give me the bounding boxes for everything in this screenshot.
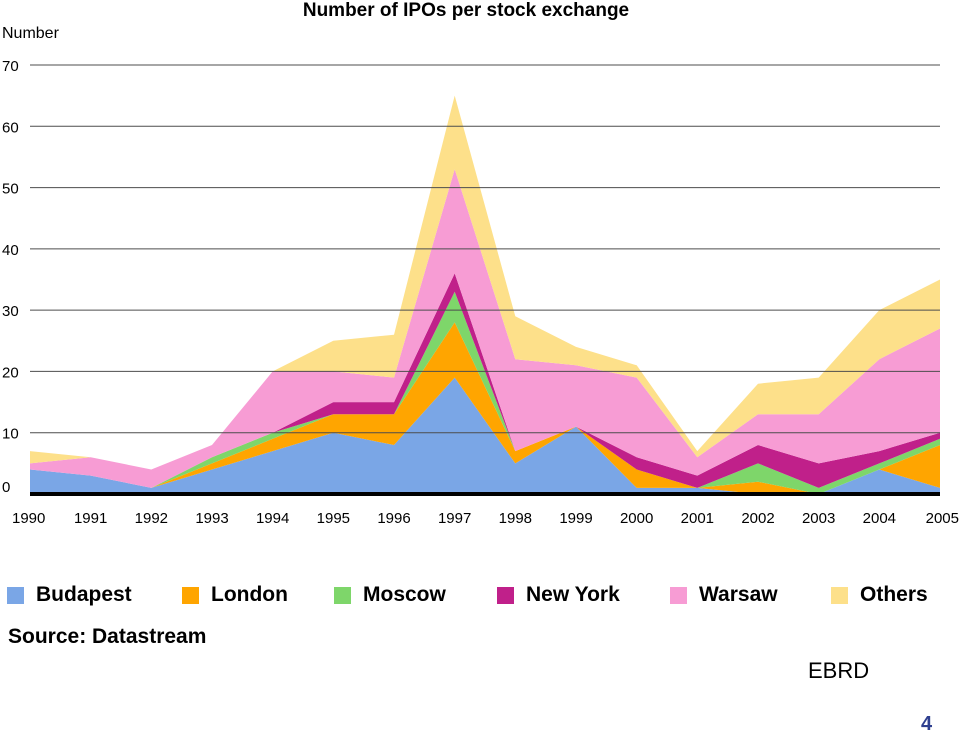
source-note: Source: Datastream	[8, 625, 207, 648]
legend-label: Moscow	[363, 583, 446, 606]
x-tick-label: 1994	[256, 510, 289, 527]
y-tick-label: 60	[2, 119, 19, 136]
x-tick-label: 1999	[559, 510, 592, 527]
legend-label: Others	[860, 583, 928, 606]
legend-label: London	[211, 583, 288, 606]
x-tick-label: 2000	[620, 510, 653, 527]
y-axis-label: Number	[2, 25, 59, 42]
x-tick-label: 1993	[195, 510, 228, 527]
area-moscow	[30, 291, 940, 494]
x-tick-label: 1996	[377, 510, 410, 527]
y-tick-label: 10	[2, 426, 19, 443]
x-tick-label: 1992	[135, 510, 168, 527]
legend-swatch	[334, 586, 351, 604]
x-tick-label: 1991	[74, 510, 107, 527]
y-tick-label: 20	[2, 364, 19, 381]
area-series-group	[30, 95, 940, 494]
legend-item-london: London	[182, 580, 288, 610]
chart-title: Number of IPOs per stock exchange	[302, 0, 630, 21]
legend-item-budapest: Budapest	[7, 580, 132, 610]
area-new-york	[30, 273, 940, 488]
legend-swatch	[831, 586, 848, 604]
page-number: 4	[921, 713, 933, 735]
legend-label: New York	[526, 583, 620, 606]
area-warsaw	[30, 169, 940, 488]
x-tick-label: 2003	[802, 510, 835, 527]
legend: Budapest London Moscow New York Warsaw Others	[0, 580, 960, 610]
legend-item-warsaw: Warsaw	[670, 580, 778, 610]
area-london	[30, 322, 940, 494]
x-tick-label: 1997	[438, 510, 471, 527]
legend-item-moscow: Moscow	[334, 580, 446, 610]
brand-label: EBRD	[808, 658, 870, 683]
legend-swatch	[182, 586, 199, 604]
y-tick-label: 30	[2, 303, 19, 320]
legend-label: Budapest	[36, 583, 132, 606]
y-tick-labels: 0 10 20 30 40 50 60 70	[2, 58, 19, 496]
y-tick-label: 70	[2, 58, 19, 75]
x-tick-label: 1995	[317, 510, 350, 527]
x-tick-label: 2001	[681, 510, 714, 527]
gridlines	[30, 64, 940, 434]
legend-item-new-york: New York	[497, 580, 620, 610]
x-tick-labels: 1990 1991 1992 1993 1994 1995 1996 1997 1998 1999…	[12, 510, 959, 527]
x-tick-label: 1990	[12, 510, 45, 527]
legend-item-others: Others	[831, 580, 928, 610]
x-tick-label: 1998	[499, 510, 532, 527]
x-tick-label: 2005	[926, 510, 959, 527]
legend-label: Warsaw	[699, 583, 778, 606]
area-budapest	[30, 377, 940, 494]
y-tick-label: 40	[2, 242, 19, 259]
legend-swatch	[497, 586, 514, 604]
legend-swatch	[7, 586, 24, 604]
x-tick-label: 2004	[863, 510, 896, 527]
chart-plot: 0 10 20 30 40 50 60 70 1990 1991 1992 1993 1994 1995…	[2, 58, 959, 527]
legend-swatch	[670, 586, 687, 604]
y-tick-label: 50	[2, 181, 19, 198]
x-tick-label: 2002	[741, 510, 774, 527]
y-tick-label: 0	[2, 479, 10, 496]
